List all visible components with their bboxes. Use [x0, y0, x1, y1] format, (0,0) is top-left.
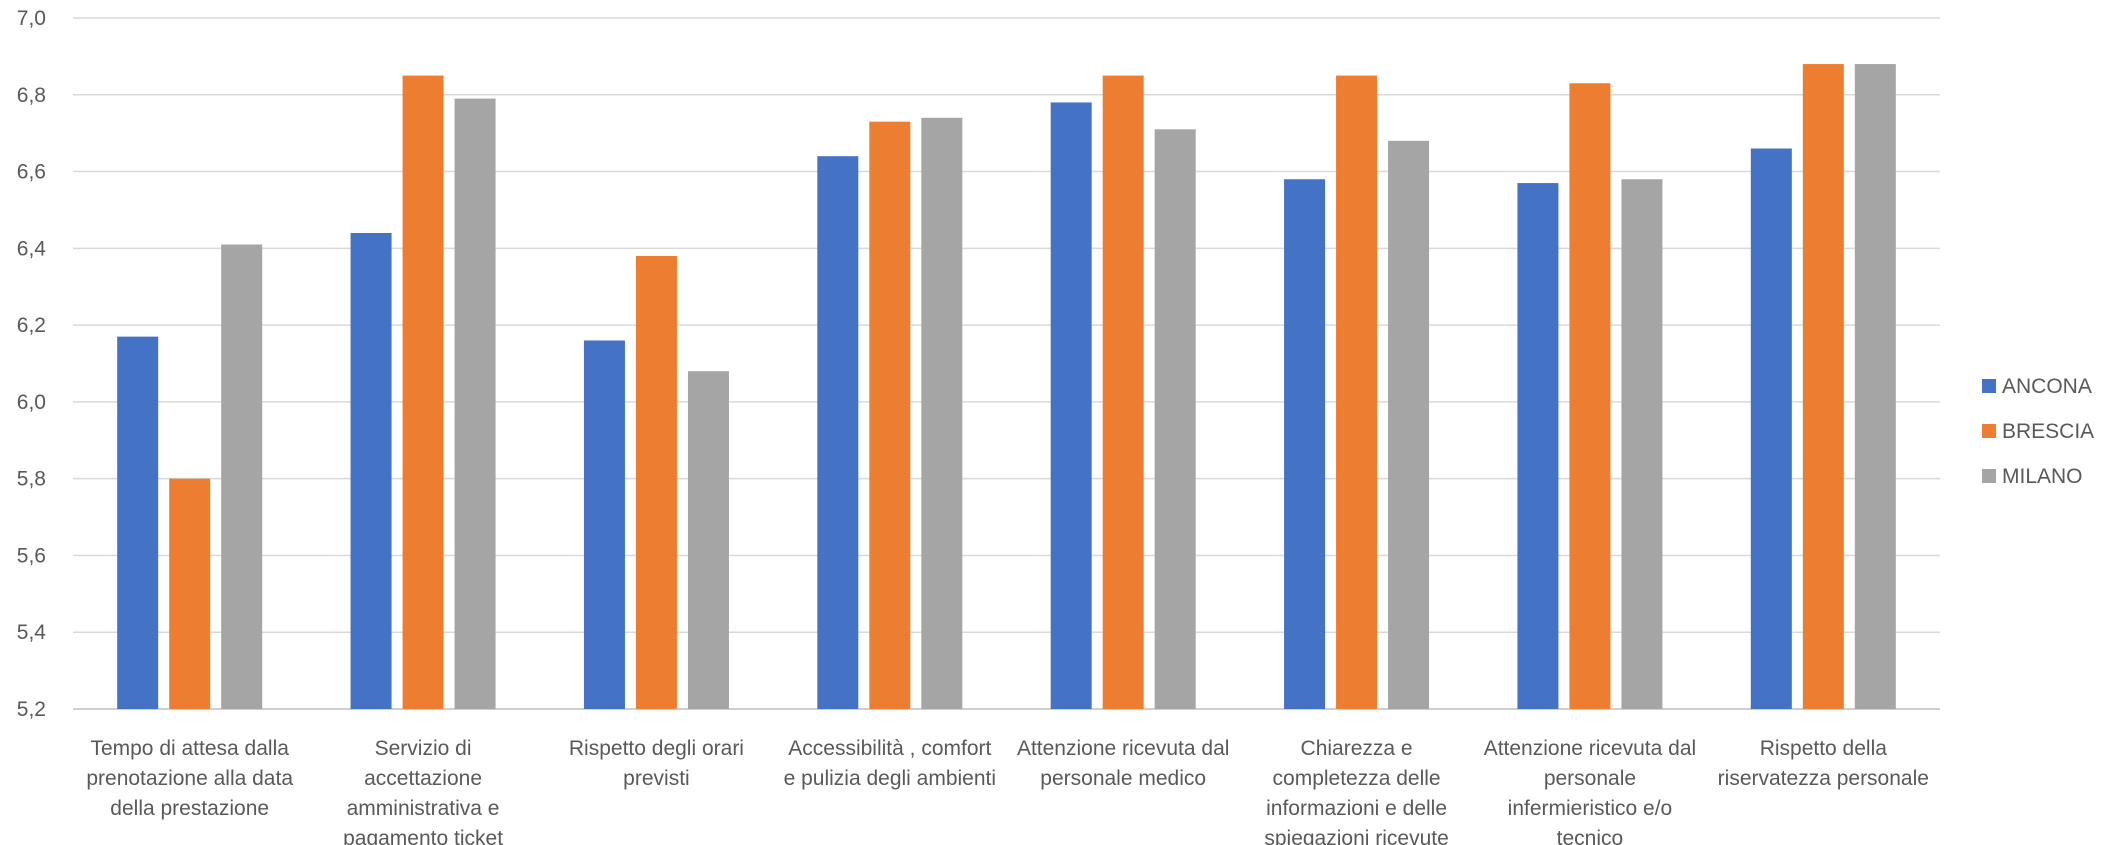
- bar-ancona-4: [817, 156, 859, 709]
- legend-label-milano: MILANO: [2002, 465, 2083, 488]
- bar-brescia-7: [1569, 83, 1611, 709]
- bar-ancona-1: [117, 336, 159, 709]
- bar-milano-4: [921, 117, 963, 710]
- bar-milano-6: [1388, 140, 1430, 709]
- bar-milano-8: [1854, 64, 1896, 710]
- legend-label-brescia: BRESCIA: [2002, 420, 2094, 443]
- y-tick-label: 6,0: [17, 391, 46, 414]
- bar-ancona-6: [1284, 179, 1326, 709]
- legend: ANCONA BRESCIA MILANO: [1982, 375, 2094, 488]
- y-tick-label: 5,4: [17, 621, 47, 644]
- y-tick-label: 6,8: [17, 84, 46, 107]
- bar-ancona-8: [1750, 148, 1792, 709]
- category-label: Tempo di attesa dalla prenotazione alla d…: [86, 737, 293, 820]
- bar-milano-2: [454, 98, 496, 709]
- bar-milano-7: [1621, 179, 1663, 709]
- y-tick-label: 7,0: [17, 7, 46, 30]
- y-tick-label: 6,2: [17, 314, 46, 337]
- bar-brescia-1: [169, 478, 211, 709]
- bar-ancona-2: [350, 232, 392, 709]
- category-label: Rispetto della riservatezza personale: [1718, 737, 1929, 790]
- bar-brescia-2: [402, 75, 444, 710]
- bar-brescia-6: [1336, 75, 1378, 710]
- y-axis-tick-labels: 5,2 5,4 5,6 5,8 6,0 6,2 6,4 6,6 6,8 7,0: [17, 7, 47, 721]
- bar-ancona-3: [583, 340, 625, 709]
- category-label: Attenzione ricevuta dal personale infermie…: [1484, 737, 1696, 845]
- bar-brescia-4: [869, 121, 911, 709]
- y-tick-label: 6,6: [17, 161, 46, 184]
- legend-swatch-brescia: [1982, 424, 1996, 438]
- bar-milano-3: [687, 371, 729, 709]
- x-axis-category-labels: Tempo di attesa dalla prenotazione alla d…: [86, 737, 1929, 845]
- category-label: Rispetto degli orari previsti: [569, 737, 744, 790]
- bar-milano-1: [221, 244, 263, 709]
- bar-ancona-7: [1517, 183, 1559, 710]
- y-tick-label: 5,6: [17, 544, 46, 567]
- y-tick-label: 6,4: [17, 237, 47, 260]
- bar-brescia-8: [1802, 64, 1844, 710]
- bars: [117, 64, 1896, 710]
- category-label: Accessibilità , comfort e pulizia degli a…: [784, 737, 996, 790]
- y-tick-label: 5,2: [17, 698, 46, 721]
- legend-swatch-milano: [1982, 469, 1996, 483]
- bar-brescia-5: [1102, 75, 1144, 710]
- category-label: Chiarezza e completezza delle informazioni…: [1264, 737, 1448, 845]
- y-tick-label: 5,8: [17, 468, 46, 491]
- legend-label-ancona: ANCONA: [2002, 375, 2092, 398]
- legend-swatch-ancona: [1982, 379, 1996, 393]
- bar-ancona-5: [1050, 102, 1092, 709]
- bar-brescia-3: [635, 256, 677, 709]
- category-label: Attenzione ricevuta dal personale medico: [1017, 737, 1229, 790]
- bar-milano-5: [1154, 129, 1196, 710]
